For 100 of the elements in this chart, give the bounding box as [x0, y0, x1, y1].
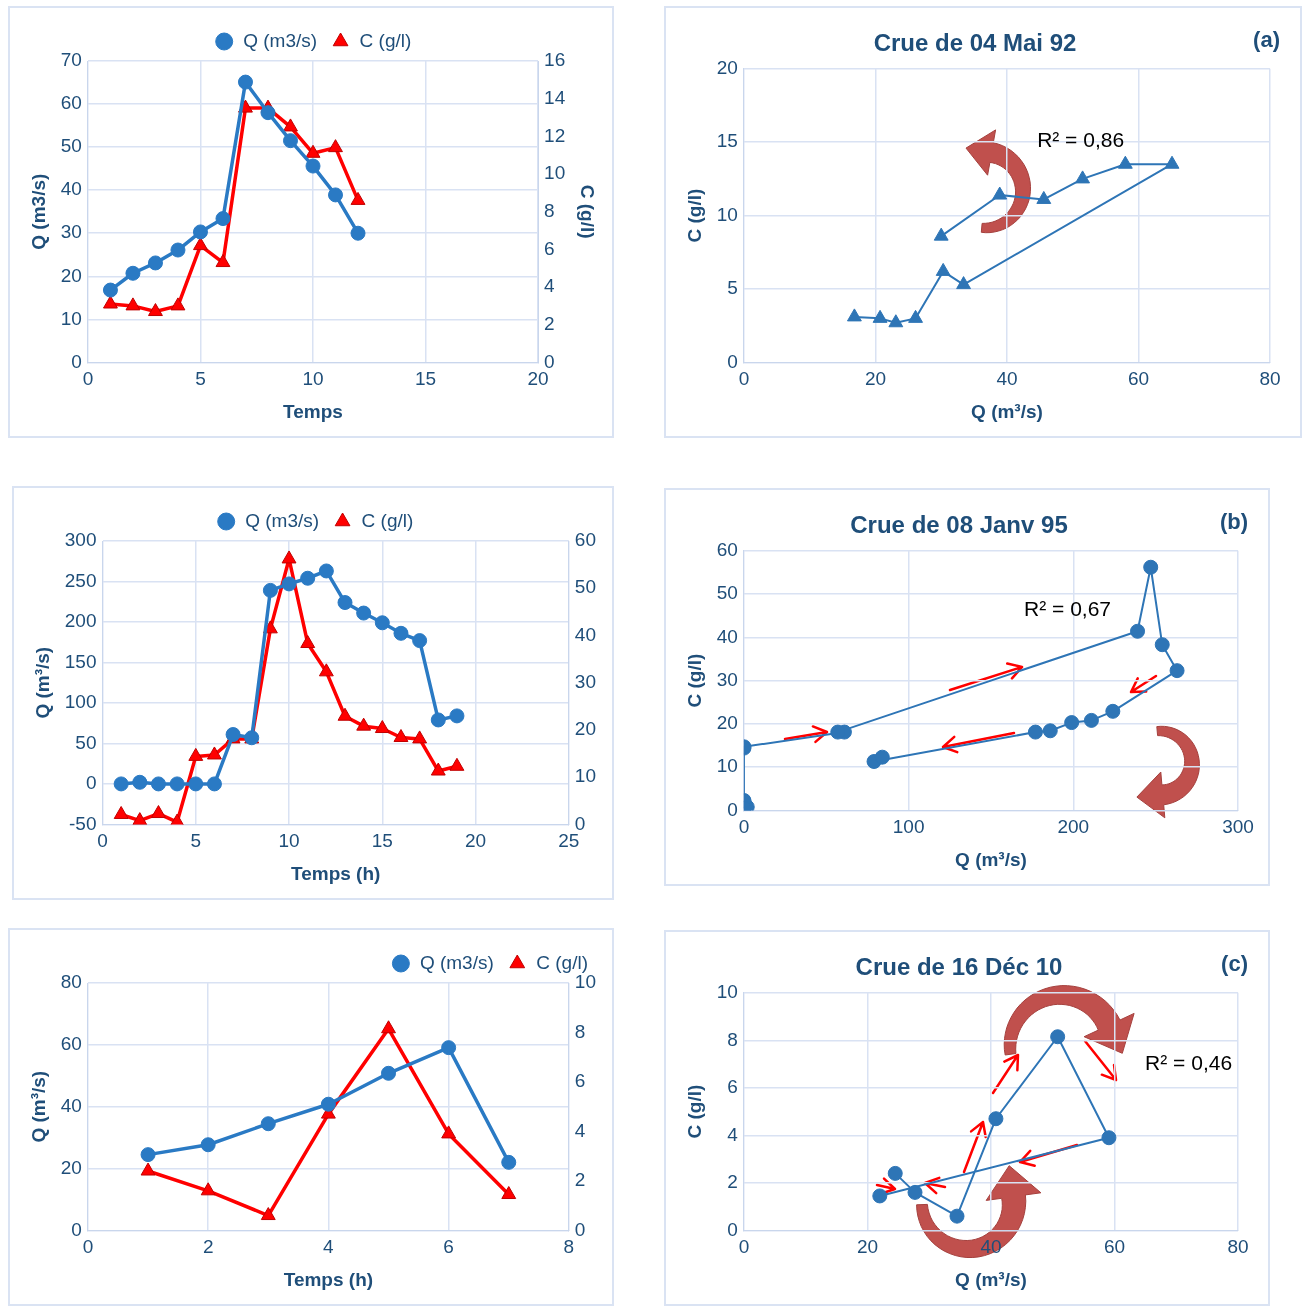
- y-tick-label: 40: [60, 178, 82, 200]
- annotation: R² = 0,46: [1145, 1050, 1233, 1074]
- y-tick-label: 40: [60, 1094, 82, 1116]
- y-tick-label: 20: [60, 1156, 82, 1178]
- y2-tick-label: 30: [574, 670, 597, 692]
- x-tick-label: 5: [195, 368, 206, 390]
- y-tick-label: 0: [727, 798, 738, 820]
- x-tick-label: 40: [996, 368, 1018, 390]
- x-tick-label: 2: [202, 1236, 214, 1258]
- y-tick-label: 50: [75, 731, 97, 753]
- y2-tick-label: 10: [574, 765, 597, 787]
- y-tick-label: 0: [85, 772, 97, 794]
- y-tick-label: 6: [727, 1076, 738, 1098]
- y-tick-label: 10: [716, 755, 738, 777]
- annotation: R² = 0,67: [1024, 597, 1112, 621]
- y-tick-label: 0: [727, 1218, 738, 1240]
- y-tick-label: 30: [60, 221, 82, 243]
- text: (b): [1219, 509, 1248, 535]
- x-axis-title: Temps (h): [283, 1268, 374, 1290]
- x-tick-label: 15: [414, 368, 437, 390]
- y-axis-title: Q (m³/s): [27, 1070, 49, 1143]
- x-tick-label: 100: [892, 816, 925, 838]
- y2-tick-label: 4: [544, 275, 556, 297]
- x-tick-label: 6: [443, 1236, 454, 1258]
- legend-label: Q (m3/s): [419, 951, 494, 973]
- y-tick-label: 10: [716, 203, 738, 225]
- y-axis-title: Q (m³/s): [31, 646, 53, 719]
- y-axis-title: C (g/l): [683, 653, 705, 708]
- y2-tick-label: 0: [574, 1218, 586, 1240]
- y-tick-label: 100: [64, 691, 97, 713]
- y2-tick-label: 8: [544, 199, 555, 221]
- y-tick-label: 5: [727, 277, 738, 299]
- x-tick-label: 40: [980, 1236, 1002, 1258]
- y2-tick-label: 14: [544, 86, 566, 108]
- x-tick-label: 80: [1259, 368, 1281, 390]
- x-tick-label: 10: [278, 830, 300, 852]
- y-tick-label: 20: [60, 264, 82, 286]
- y-tick-label: 15: [716, 130, 738, 152]
- legend-label: C (g/l): [359, 29, 412, 51]
- y2-axis-title: C (g/l): [577, 184, 599, 239]
- y-tick-label: 0: [71, 350, 82, 372]
- y2-tick-label: 20: [574, 718, 597, 740]
- y-tick-label: 2: [727, 1171, 738, 1193]
- legend-label: Q (m3/s): [245, 509, 320, 531]
- x-tick-label: 300: [1222, 816, 1254, 838]
- y-tick-label: 80: [60, 971, 82, 993]
- x-axis-title: Q (m³/s): [955, 1268, 1027, 1290]
- y-tick-label: 60: [60, 92, 82, 114]
- x-axis-title: Q (m³/s): [955, 848, 1027, 870]
- y-tick-label: 300: [64, 529, 97, 551]
- y2-tick-label: 10: [544, 162, 566, 184]
- y-axis-title: C (g/l): [683, 188, 705, 243]
- x-axis-title: Temps (h): [291, 862, 381, 884]
- legend-label: C (g/l): [536, 951, 589, 973]
- chart-title: Crue de 08 Janv 95: [850, 511, 1068, 539]
- y-tick-label: 50: [60, 135, 82, 157]
- y2-tick-label: 40: [574, 623, 597, 645]
- y-tick-label: 250: [64, 569, 97, 591]
- x-tick-label: 4: [323, 1236, 335, 1258]
- y-axis-title: Q (m3/s): [27, 173, 49, 250]
- chart-title: Crue de 16 Déc 10: [855, 953, 1063, 981]
- x-axis-title: Temps: [283, 400, 343, 422]
- y2-tick-label: 2: [544, 312, 555, 334]
- y2-tick-label: 4: [574, 1119, 586, 1141]
- y2-tick-label: 50: [574, 576, 597, 598]
- x-tick-label: 8: [563, 1236, 575, 1258]
- x-axis-title: Q (m³/s): [971, 400, 1043, 422]
- y-tick-label: 4: [727, 1123, 739, 1145]
- y-tick-label: 0: [71, 1218, 82, 1240]
- legend-label: Q (m3/s): [243, 29, 318, 51]
- y-tick-label: -50: [69, 812, 97, 834]
- y-tick-label: 40: [716, 625, 738, 647]
- y2-tick-label: 16: [544, 49, 566, 71]
- y2-tick-label: 60: [574, 529, 597, 551]
- y-tick-label: 60: [60, 1033, 82, 1055]
- y2-tick-label: 6: [574, 1070, 586, 1092]
- y-tick-label: 8: [727, 1028, 738, 1050]
- x-tick-label: 60: [1127, 368, 1150, 390]
- x-tick-label: 80: [1227, 1236, 1249, 1258]
- y-tick-label: 0: [727, 350, 738, 372]
- x-tick-label: 10: [302, 368, 324, 390]
- y-tick-label: 150: [64, 650, 97, 672]
- x-tick-label: 20: [465, 830, 487, 852]
- x-tick-label: 20: [864, 368, 887, 390]
- x-tick-label: 15: [371, 830, 393, 852]
- chart-title: Crue de 04 Mai 92: [873, 29, 1077, 57]
- x-tick-label: 200: [1057, 816, 1090, 838]
- y2-tick-label: 6: [544, 237, 555, 259]
- x-tick-label: 20: [856, 1236, 879, 1258]
- y-tick-label: 50: [716, 582, 738, 604]
- annotation: R² = 0,86: [1037, 127, 1125, 151]
- text: (a): [1253, 27, 1280, 53]
- y-tick-label: 70: [60, 49, 82, 71]
- legend-label: C (g/l): [361, 509, 414, 531]
- x-tick-label: 25: [558, 830, 580, 852]
- y2-tick-label: 12: [544, 124, 566, 146]
- y-tick-label: 60: [716, 539, 738, 561]
- y-tick-label: 10: [716, 981, 738, 1003]
- y-tick-label: 200: [64, 610, 97, 632]
- x-tick-label: 5: [190, 830, 202, 852]
